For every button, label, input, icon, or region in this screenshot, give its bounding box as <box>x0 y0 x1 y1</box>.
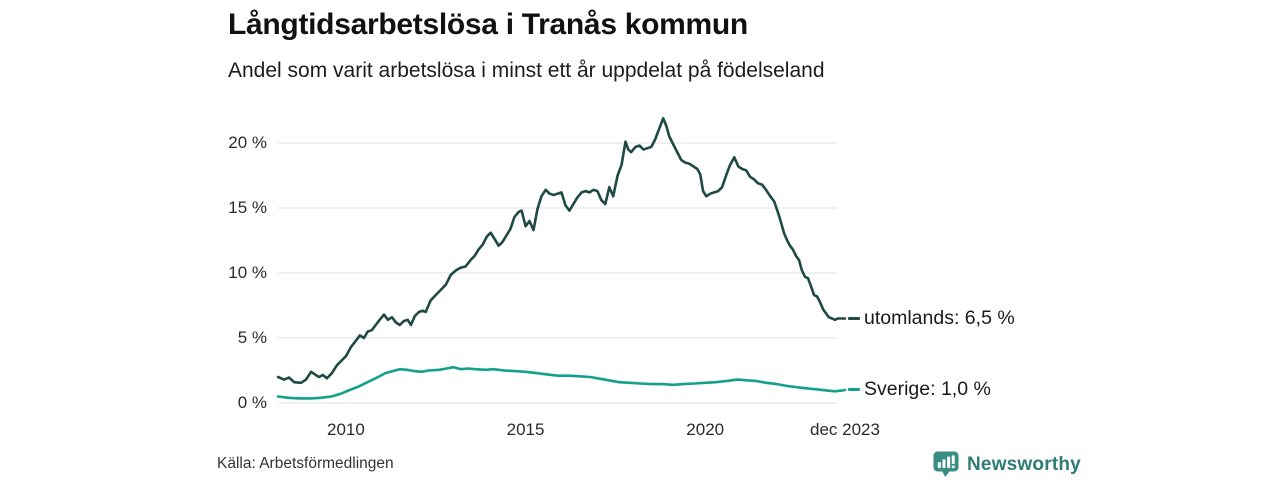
legend-label-utomlands: utomlands: 6,5 % <box>864 306 1015 329</box>
series-line-utomlands <box>276 117 847 385</box>
y-axis-tick-label: 10 % <box>228 262 267 282</box>
y-axis-tick-label: 5 % <box>237 327 267 347</box>
y-axis-tick-label: 15 % <box>228 197 267 217</box>
bar-chart-speech-bubble-icon <box>933 451 959 478</box>
y-axis-tick-label: 20 % <box>228 132 267 152</box>
legend-connector-utomlands <box>848 316 860 320</box>
x-axis-tick-label: dec 2023 <box>810 420 880 439</box>
chart-graphic: Långtidsarbetslösa i Tranås kommun Andel… <box>215 0 1081 480</box>
legend-item-utomlands: utomlands: 6,5 % <box>848 305 1015 331</box>
y-axis-tick-label: 0 % <box>237 393 267 412</box>
legend-item-sverige: Sverige: 1,0 % <box>848 377 991 403</box>
page-title: Långtidsarbetslösa i Tranås kommun <box>228 8 748 41</box>
newsworthy-logo: Newsworthy <box>933 451 1081 478</box>
page-subtitle: Andel som varit arbetslösa i minst ett å… <box>228 59 825 82</box>
x-axis-tick-label: 2020 <box>686 420 725 439</box>
gridlines <box>278 142 837 404</box>
legend-connector-sverige <box>848 388 860 392</box>
series-line-sverige <box>276 365 847 400</box>
legend-label-sverige: Sverige: 1,0 % <box>864 378 991 401</box>
newsworthy-wordmark: Newsworthy <box>967 453 1081 475</box>
x-axis-tick-label: 2010 <box>326 420 365 439</box>
source-label: Källa: Arbetsförmedlingen <box>217 455 394 472</box>
x-axis-tick-label: 2015 <box>506 420 545 439</box>
